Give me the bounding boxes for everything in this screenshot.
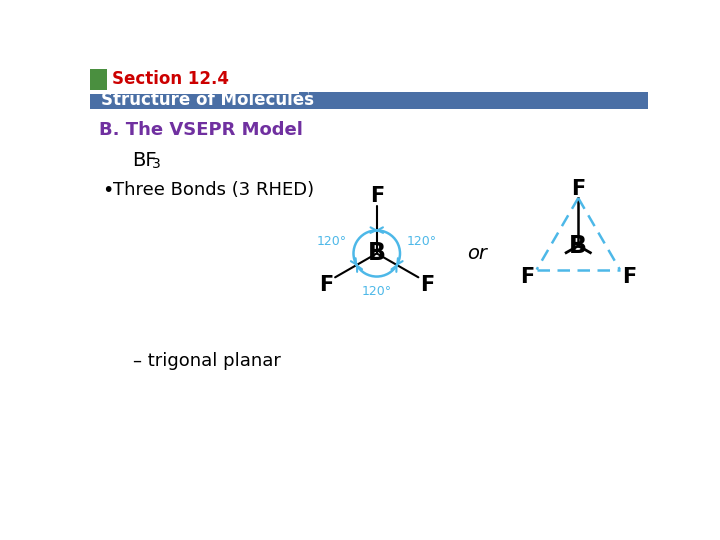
Bar (90, 92, 648, 109)
Text: F: F (420, 275, 435, 295)
Text: F: F (319, 275, 333, 295)
Polygon shape (90, 65, 309, 97)
Text: – trigonal planar: – trigonal planar (132, 352, 281, 370)
Text: F: F (622, 267, 636, 287)
Text: 120°: 120° (361, 286, 392, 299)
Text: 120°: 120° (317, 235, 347, 248)
Text: F: F (369, 186, 384, 206)
FancyBboxPatch shape (90, 65, 284, 93)
Text: Structure of Molecules: Structure of Molecules (101, 91, 314, 109)
Text: Three Bonds (3 RHED): Three Bonds (3 RHED) (113, 181, 315, 199)
Text: Section 12.4: Section 12.4 (112, 70, 229, 89)
Text: •: • (102, 181, 114, 200)
Text: or: or (467, 244, 487, 263)
Text: B. The VSEPR Model: B. The VSEPR Model (99, 122, 303, 139)
Bar (90, 65, 648, 103)
Text: F: F (521, 267, 534, 287)
Text: 3: 3 (152, 157, 161, 171)
Bar (90, 70, 107, 90)
Text: B: B (570, 234, 588, 258)
Bar (90, 65, 300, 94)
Text: B: B (368, 241, 386, 266)
Text: F: F (571, 179, 585, 199)
Text: 120°: 120° (407, 235, 437, 248)
Text: BF: BF (132, 151, 157, 170)
